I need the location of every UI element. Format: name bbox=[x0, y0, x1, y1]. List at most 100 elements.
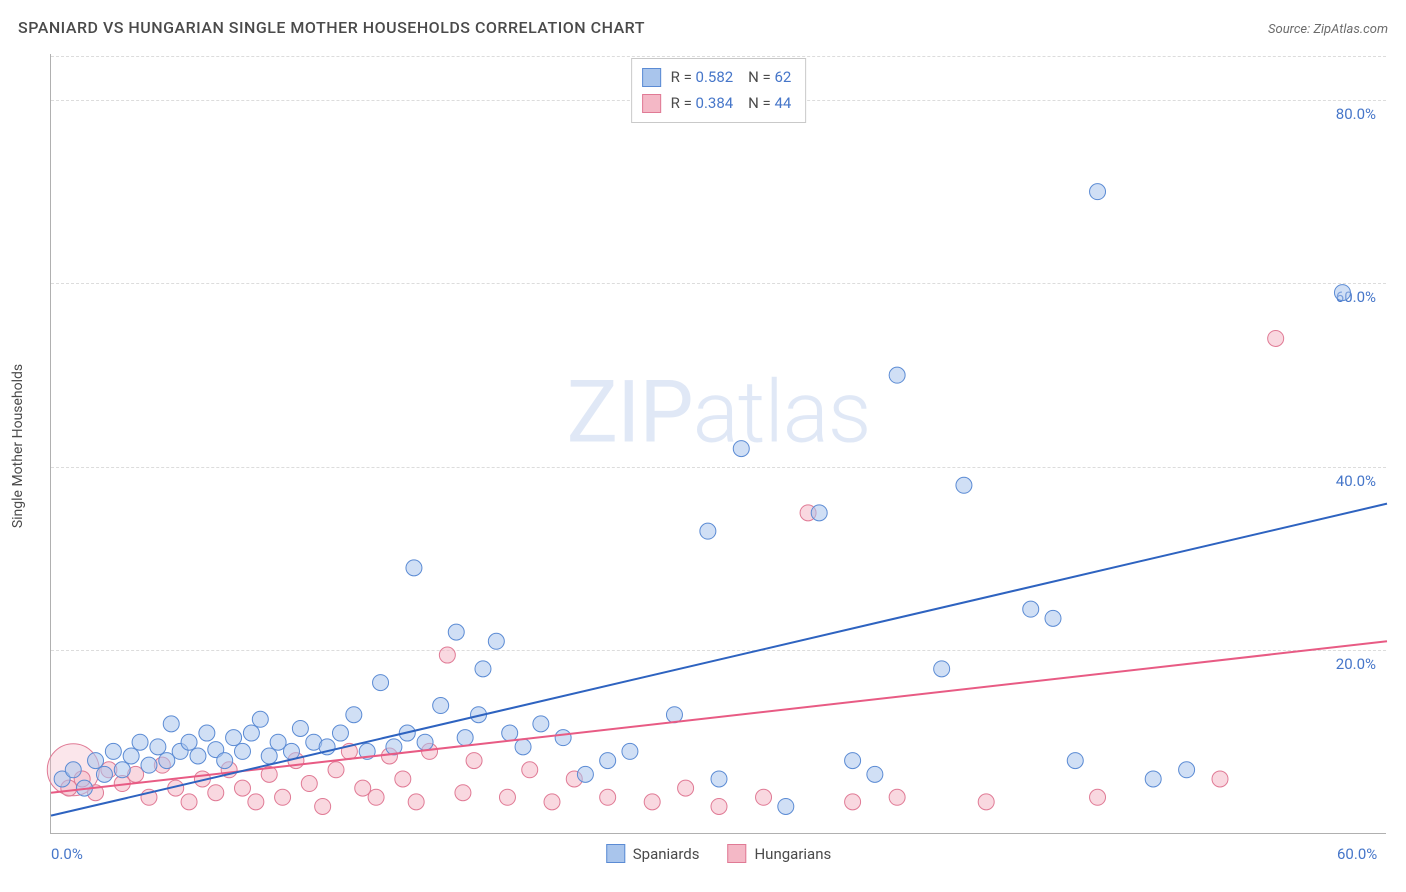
scatter-point-spaniards bbox=[778, 798, 794, 814]
scatter-point-spaniards bbox=[515, 739, 531, 755]
scatter-point-spaniards bbox=[1067, 753, 1083, 769]
scatter-point-spaniards bbox=[1045, 610, 1061, 626]
scatter-point-spaniards bbox=[123, 748, 139, 764]
scatter-point-spaniards bbox=[1179, 762, 1195, 778]
scatter-point-spaniards bbox=[555, 730, 571, 746]
scatter-point-hungarians bbox=[845, 794, 861, 810]
scatter-point-spaniards bbox=[181, 734, 197, 750]
scatter-point-spaniards bbox=[433, 698, 449, 714]
legend-swatch-spaniards-bottom bbox=[606, 844, 625, 863]
scatter-point-hungarians bbox=[711, 798, 727, 814]
scatter-point-hungarians bbox=[1212, 771, 1228, 787]
legend-label-hungarians: Hungarians bbox=[754, 845, 831, 863]
scatter-point-spaniards bbox=[457, 730, 473, 746]
legend-series-names: Spaniards Hungarians bbox=[606, 844, 832, 863]
scatter-point-spaniards bbox=[600, 753, 616, 769]
scatter-point-hungarians bbox=[1090, 789, 1106, 805]
scatter-point-hungarians bbox=[301, 776, 317, 792]
scatter-point-spaniards bbox=[150, 739, 166, 755]
scatter-point-hungarians bbox=[889, 789, 905, 805]
scatter-point-spaniards bbox=[1090, 184, 1106, 200]
scatter-point-hungarians bbox=[355, 780, 371, 796]
y-axis-label: Single Mother Households bbox=[10, 364, 26, 528]
scatter-point-spaniards bbox=[956, 477, 972, 493]
scatter-point-spaniards bbox=[163, 716, 179, 732]
source-name: ZipAtlas.com bbox=[1313, 22, 1388, 37]
scatter-point-spaniards bbox=[406, 560, 422, 576]
legend-label-spaniards: Spaniards bbox=[633, 845, 700, 863]
scatter-point-hungarians bbox=[499, 789, 515, 805]
scatter-point-spaniards bbox=[711, 771, 727, 787]
legend-stats-row-a: R = 0.582 N = 62 bbox=[642, 65, 792, 91]
scatter-point-spaniards bbox=[889, 367, 905, 383]
chart-title: SPANIARD VS HUNGARIAN SINGLE MOTHER HOUS… bbox=[18, 18, 645, 37]
source-prefix: Source: bbox=[1268, 22, 1313, 37]
scatter-point-hungarians bbox=[208, 785, 224, 801]
legend-swatch-spaniards bbox=[642, 68, 661, 87]
scatter-point-spaniards bbox=[88, 753, 104, 769]
scatter-point-hungarians bbox=[756, 789, 772, 805]
legend-stats-text-a: R = 0.582 N = 62 bbox=[671, 65, 792, 91]
scatter-point-spaniards bbox=[373, 675, 389, 691]
scatter-point-spaniards bbox=[65, 762, 81, 778]
scatter-point-spaniards bbox=[448, 624, 464, 640]
scatter-point-spaniards bbox=[252, 711, 268, 727]
scatter-point-spaniards bbox=[234, 743, 250, 759]
scatter-point-spaniards bbox=[622, 743, 638, 759]
scatter-point-spaniards bbox=[845, 753, 861, 769]
scatter-point-spaniards bbox=[292, 720, 308, 736]
plot-area: ZIPatlas 20.0%40.0%60.0%80.0%0.0%60.0% R… bbox=[50, 54, 1386, 834]
scatter-point-spaniards bbox=[217, 753, 233, 769]
scatter-point-spaniards bbox=[226, 730, 242, 746]
scatter-point-spaniards bbox=[533, 716, 549, 732]
legend-stats-box: R = 0.582 N = 62 R = 0.384 N = 44 bbox=[631, 58, 807, 123]
scatter-point-hungarians bbox=[678, 780, 694, 796]
scatter-point-spaniards bbox=[867, 766, 883, 782]
x-tick-label: 0.0% bbox=[51, 845, 83, 863]
legend-stats-row-b: R = 0.384 N = 44 bbox=[642, 91, 792, 117]
scatter-point-spaniards bbox=[577, 766, 593, 782]
scatter-point-spaniards bbox=[346, 707, 362, 723]
scatter-point-spaniards bbox=[475, 661, 491, 677]
scatter-point-hungarians bbox=[408, 794, 424, 810]
scatter-point-spaniards bbox=[1023, 601, 1039, 617]
source-attribution: Source: ZipAtlas.com bbox=[1268, 22, 1388, 37]
scatter-point-spaniards bbox=[700, 523, 716, 539]
legend-swatch-hungarians bbox=[642, 94, 661, 113]
scatter-point-spaniards bbox=[283, 743, 299, 759]
scatter-point-hungarians bbox=[395, 771, 411, 787]
scatter-point-hungarians bbox=[315, 798, 331, 814]
scatter-point-spaniards bbox=[666, 707, 682, 723]
scatter-point-hungarians bbox=[466, 753, 482, 769]
scatter-point-hungarians bbox=[644, 794, 660, 810]
scatter-point-hungarians bbox=[600, 789, 616, 805]
scatter-point-spaniards bbox=[114, 762, 130, 778]
scatter-point-spaniards bbox=[417, 734, 433, 750]
scatter-point-spaniards bbox=[199, 725, 215, 741]
scatter-point-hungarians bbox=[1268, 330, 1284, 346]
scatter-point-spaniards bbox=[96, 766, 112, 782]
scatter-point-spaniards bbox=[159, 753, 175, 769]
scatter-point-hungarians bbox=[978, 794, 994, 810]
scatter-point-hungarians bbox=[522, 762, 538, 778]
scatter-point-hungarians bbox=[368, 789, 384, 805]
scatter-layer bbox=[51, 54, 1387, 834]
scatter-point-spaniards bbox=[105, 743, 121, 759]
scatter-point-spaniards bbox=[488, 633, 504, 649]
scatter-point-spaniards bbox=[243, 725, 259, 741]
plot-frame: ZIPatlas 20.0%40.0%60.0%80.0%0.0%60.0% R… bbox=[50, 54, 1386, 834]
scatter-point-hungarians bbox=[275, 789, 291, 805]
scatter-point-spaniards bbox=[1145, 771, 1161, 787]
title-bar: SPANIARD VS HUNGARIAN SINGLE MOTHER HOUS… bbox=[18, 18, 1388, 37]
scatter-point-hungarians bbox=[544, 794, 560, 810]
scatter-point-hungarians bbox=[439, 647, 455, 663]
scatter-point-spaniards bbox=[811, 505, 827, 521]
scatter-point-hungarians bbox=[234, 780, 250, 796]
legend-stats-text-b: R = 0.384 N = 44 bbox=[671, 91, 792, 117]
scatter-point-spaniards bbox=[190, 748, 206, 764]
legend-item-hungarians: Hungarians bbox=[727, 844, 831, 863]
legend-item-spaniards: Spaniards bbox=[606, 844, 700, 863]
scatter-point-spaniards bbox=[502, 725, 518, 741]
x-tick-label: 60.0% bbox=[1337, 845, 1377, 863]
scatter-point-hungarians bbox=[248, 794, 264, 810]
